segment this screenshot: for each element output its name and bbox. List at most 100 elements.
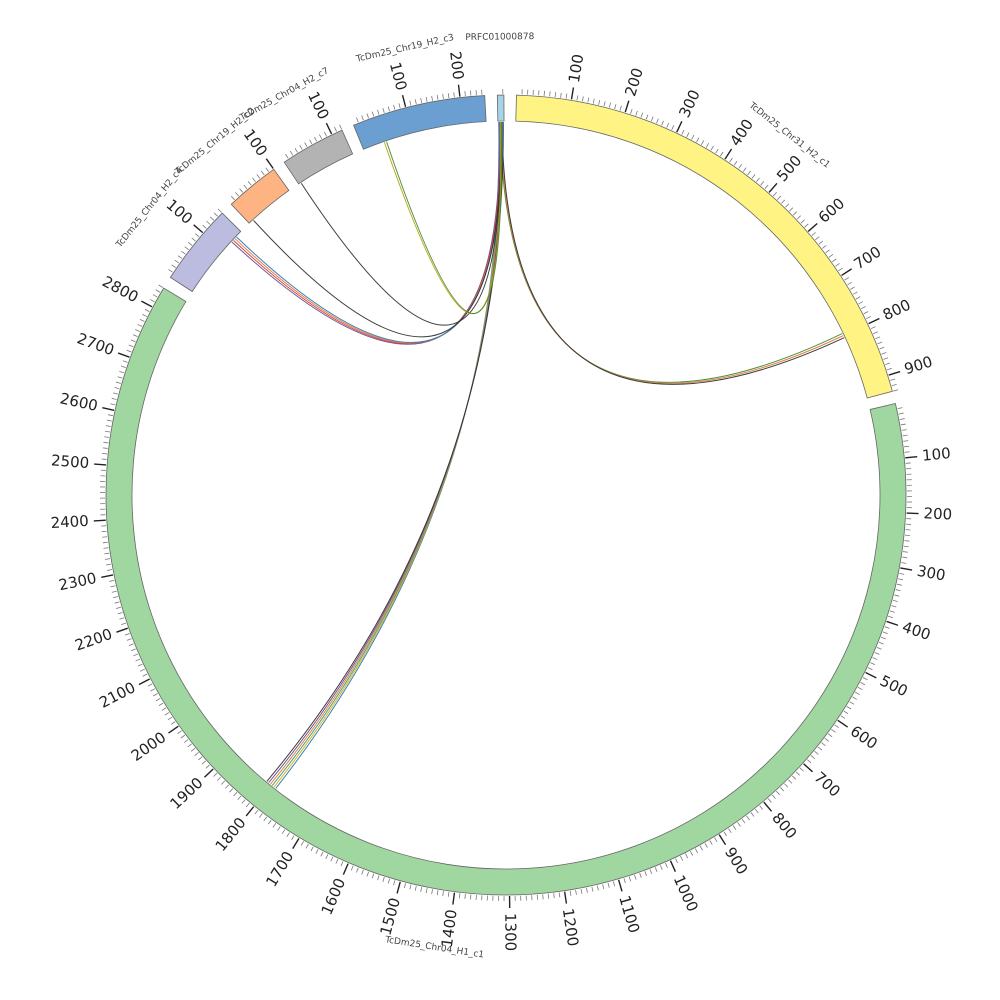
minor-tick xyxy=(158,702,164,706)
minor-tick xyxy=(881,352,887,355)
minor-tick xyxy=(804,223,809,228)
major-tick xyxy=(396,881,401,894)
minor-tick xyxy=(191,237,196,242)
minor-tick xyxy=(788,779,793,784)
minor-tick xyxy=(902,556,908,559)
major-tick xyxy=(718,834,727,846)
minor-tick xyxy=(879,346,885,350)
major-tick xyxy=(763,801,773,812)
minor-tick xyxy=(263,816,268,822)
minor-tick xyxy=(843,710,849,715)
minor-tick xyxy=(857,686,863,691)
tick-label: 1500 xyxy=(377,896,404,938)
minor-tick xyxy=(168,269,173,273)
major-tick xyxy=(168,725,179,734)
minor-tick xyxy=(425,888,428,894)
minor-tick xyxy=(644,871,647,877)
minor-tick xyxy=(170,721,176,725)
minor-tick xyxy=(107,414,114,417)
tick-label: 200 xyxy=(446,50,467,81)
link-tcdm25-chr04-h2-c4-2 xyxy=(234,122,502,344)
minor-tick xyxy=(304,142,308,148)
minor-tick xyxy=(581,96,584,102)
major-tick xyxy=(888,370,901,376)
major-tick xyxy=(265,158,274,169)
minor-tick xyxy=(792,211,798,216)
minor-tick xyxy=(137,663,143,667)
minor-tick xyxy=(897,407,903,410)
minor-tick xyxy=(699,845,703,851)
segment-tcdm25-chr04-h1-c1 xyxy=(105,287,907,896)
minor-tick xyxy=(130,648,136,652)
minor-tick xyxy=(110,403,116,406)
minor-tick xyxy=(659,864,663,870)
minor-tick xyxy=(330,856,334,862)
minor-tick xyxy=(265,167,270,172)
minor-tick xyxy=(171,264,176,268)
minor-tick xyxy=(109,579,115,582)
minor-tick xyxy=(661,120,664,126)
link-tcdm25-chr04-h2-c4-1 xyxy=(233,122,502,345)
minor-tick xyxy=(901,429,907,431)
major-tick xyxy=(624,100,630,113)
minor-tick xyxy=(811,232,816,236)
minor-tick xyxy=(300,841,305,846)
minor-tick xyxy=(870,662,876,666)
minor-tick xyxy=(116,606,122,609)
minor-tick xyxy=(789,207,794,212)
tick-label: 800 xyxy=(880,296,914,325)
minor-tick xyxy=(796,215,801,220)
minor-tick xyxy=(754,808,759,814)
minor-tick xyxy=(366,871,370,877)
tick-label: 400 xyxy=(900,618,933,644)
major-tick xyxy=(401,94,407,107)
minor-tick xyxy=(889,610,895,613)
minor-tick xyxy=(852,696,857,700)
minor-tick xyxy=(436,890,439,896)
minor-tick xyxy=(150,688,156,692)
minor-tick xyxy=(630,108,633,114)
minor-tick xyxy=(607,882,610,888)
link-tcdm25-chr19-h2-c3-0 xyxy=(383,122,502,315)
tick-label: 1300 xyxy=(501,913,519,951)
major-tick xyxy=(452,892,456,905)
tick-label: 100 xyxy=(921,444,951,465)
minor-tick xyxy=(732,825,737,830)
minor-tick xyxy=(795,771,800,776)
major-tick xyxy=(563,891,568,904)
major-tick xyxy=(94,463,107,466)
minor-tick xyxy=(649,869,653,875)
minor-tick xyxy=(139,319,145,322)
minor-tick xyxy=(751,174,756,179)
minor-tick xyxy=(202,224,207,229)
major-tick xyxy=(138,678,151,686)
major-tick xyxy=(905,456,918,459)
minor-tick xyxy=(886,367,892,371)
minor-tick xyxy=(409,100,412,106)
minor-tick xyxy=(294,147,298,153)
minor-tick xyxy=(217,208,222,213)
tick-label: 1200 xyxy=(559,907,582,947)
minor-tick xyxy=(393,880,396,886)
minor-tick xyxy=(180,734,186,739)
minor-tick xyxy=(733,160,738,166)
minor-tick xyxy=(553,893,555,899)
minor-tick xyxy=(810,755,815,759)
minor-tick xyxy=(309,139,313,145)
minor-tick xyxy=(877,341,883,345)
major-tick xyxy=(886,620,899,626)
minor-tick xyxy=(267,819,272,825)
links-layer xyxy=(231,122,845,789)
minor-tick xyxy=(310,846,314,852)
minor-tick xyxy=(217,776,222,781)
minor-tick xyxy=(398,103,401,109)
minor-tick xyxy=(686,132,690,138)
minor-tick xyxy=(892,599,898,602)
minor-tick xyxy=(884,626,890,629)
major-tick xyxy=(102,407,115,411)
minor-tick xyxy=(880,636,886,640)
tick-label: 1100 xyxy=(615,894,643,936)
minor-tick xyxy=(190,747,196,752)
minor-tick xyxy=(177,255,183,259)
